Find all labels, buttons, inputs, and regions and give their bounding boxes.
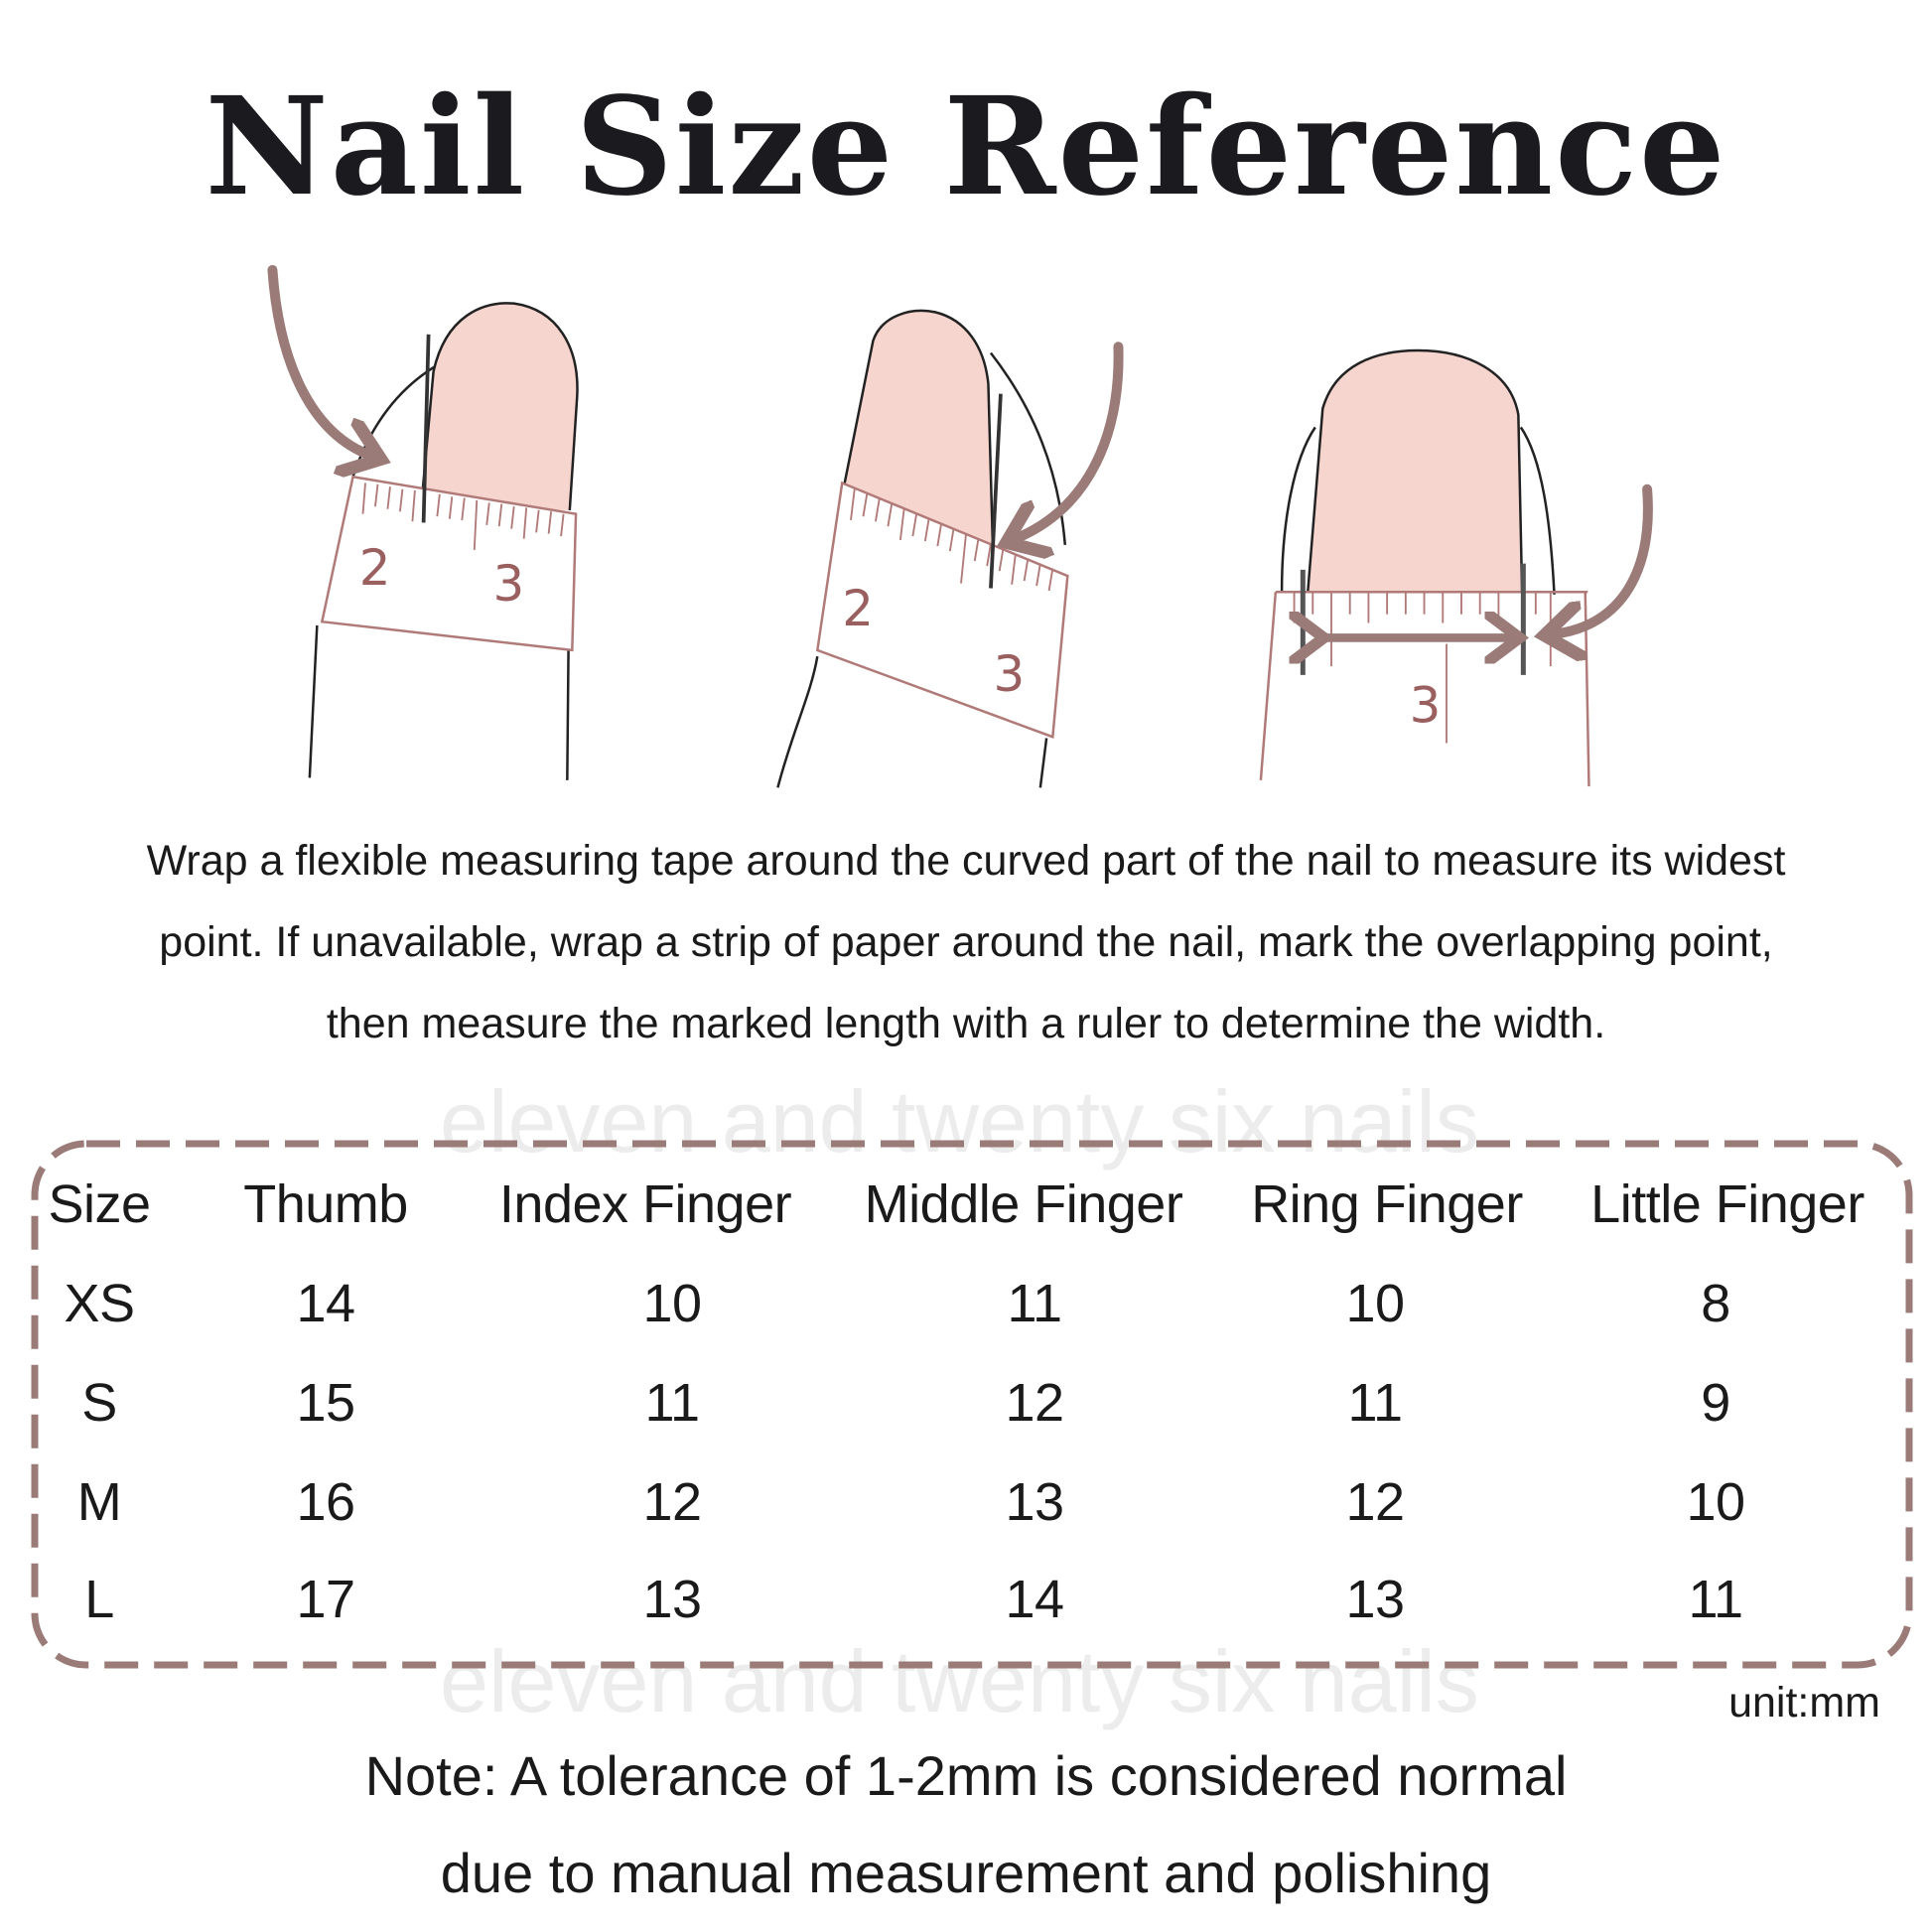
index-measure-illustration: 2 3 [776,309,1124,788]
instruction-line: point. If unavailable, wrap a strip of p… [159,918,1773,966]
page-title: Nail Size Reference [205,68,1727,226]
column-header: Size [48,1174,151,1234]
column-header: Little Finger [1590,1174,1864,1234]
thumb-measure-illustration: 2 3 [267,264,579,780]
table-cell: 12 [1005,1373,1064,1433]
table-cell: 8 [1701,1274,1730,1333]
unit-label: unit:mm [1728,1679,1880,1726]
note-line: Note: A tolerance of 1-2mm is considered… [364,1744,1568,1807]
table-cell: 10 [1345,1274,1405,1333]
table-cell: 11 [1347,1373,1403,1433]
table-cell: 13 [1005,1472,1064,1532]
instruction-line: Wrap a flexible measuring tape around th… [146,837,1786,885]
tape-number: 3 [993,645,1025,703]
instruction-line: then measure the marked length with a ru… [326,1000,1606,1047]
table-cell: 13 [1345,1570,1405,1629]
watermark: eleven and twenty six nails [440,1072,1479,1171]
table-cell: 14 [1005,1570,1064,1629]
size-label: M [76,1472,122,1532]
tape-number: 2 [359,539,391,597]
width-measure-illustration: 3 [1259,348,1653,787]
table-cell: 12 [1345,1472,1405,1532]
tape-number: 2 [842,580,874,637]
table-cell: 11 [1688,1570,1743,1629]
table-cell: 12 [642,1472,702,1532]
table-cell: 16 [296,1472,355,1532]
watermark: eleven and twenty six nails [440,1632,1479,1730]
column-header: Middle Finger [864,1174,1183,1234]
tape-number: 3 [1410,676,1442,734]
table-cell: 10 [642,1274,702,1333]
table-cell: 14 [296,1274,355,1333]
table-cell: 13 [642,1570,702,1629]
note-line: due to manual measurement and polishing [440,1842,1492,1904]
size-label: XS [64,1274,135,1333]
table-cell: 11 [644,1373,700,1433]
table-cell: 17 [296,1570,355,1629]
table-cell: 10 [1686,1472,1745,1532]
table-cell: 9 [1701,1373,1730,1433]
table-cell: 15 [296,1373,355,1433]
column-header: Thumb [243,1174,408,1234]
size-label: S [81,1373,117,1433]
size-label: L [84,1570,114,1629]
column-header: Ring Finger [1251,1174,1523,1234]
column-header: Index Finger [498,1174,792,1234]
size-table-border [31,1140,1913,1669]
instructions-text: Wrap a flexible measuring tape around th… [4,820,1928,1064]
table-cell: 11 [1007,1274,1062,1333]
tape-number: 3 [492,555,524,613]
